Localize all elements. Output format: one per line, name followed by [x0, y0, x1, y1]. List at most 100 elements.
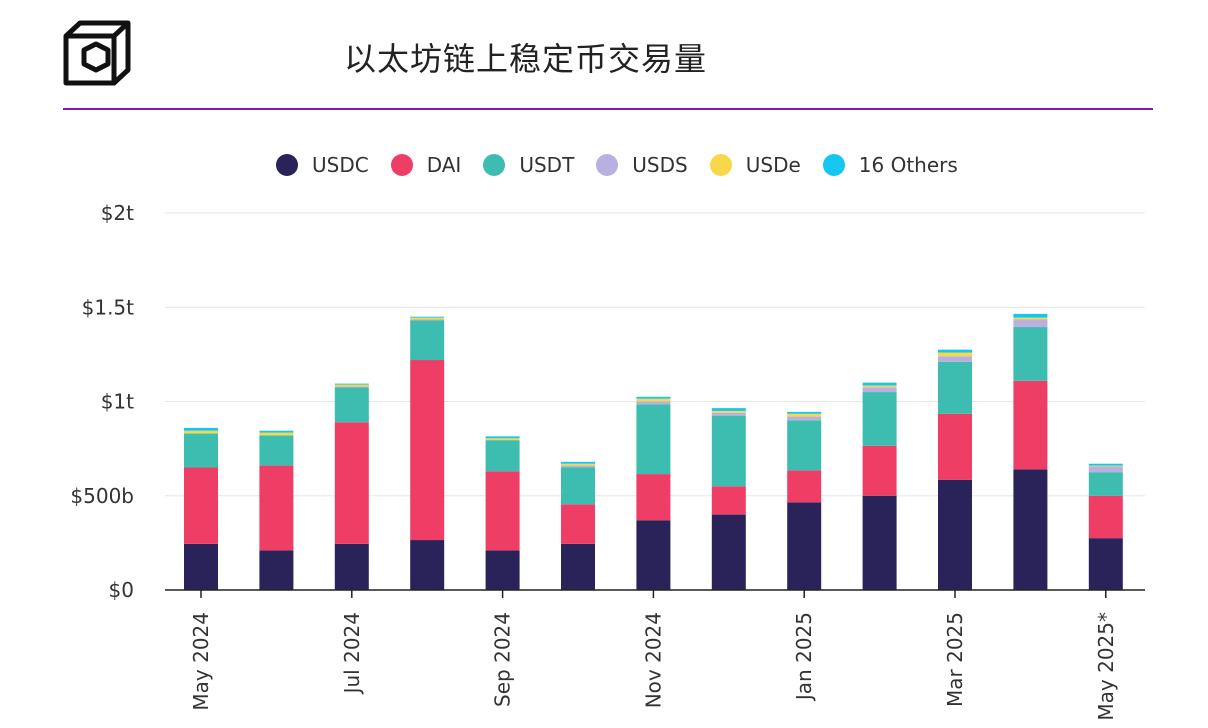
legend-item-others[interactable]: 16 Others — [822, 153, 958, 177]
bar-segment-dai[interactable] — [184, 467, 218, 544]
bar-segment-usdc[interactable] — [1088, 538, 1123, 590]
legend-item-usdt[interactable]: USDT — [483, 153, 574, 177]
bar-segment-16-others[interactable] — [636, 396, 671, 399]
legend-swatch-others — [822, 154, 845, 176]
bar-segment-usde[interactable] — [561, 463, 595, 466]
bar-segment-usde[interactable] — [938, 352, 972, 357]
bar-segment-16-others[interactable] — [1088, 463, 1123, 466]
bar-segment-16-others[interactable] — [485, 436, 520, 439]
bar-segment-usdt[interactable] — [184, 433, 218, 468]
bar-segment-dai[interactable] — [561, 504, 595, 544]
bar-segment-16-others[interactable] — [184, 427, 218, 431]
bar-segment-dai[interactable] — [711, 486, 746, 515]
bar-segment-usds[interactable] — [334, 386, 369, 388]
bar-segment-dai[interactable] — [938, 413, 972, 480]
bar-segment-usdt[interactable] — [1088, 472, 1123, 496]
legend-item-usde[interactable]: USDe — [709, 153, 801, 177]
bar-segment-usdc[interactable] — [259, 550, 294, 590]
bar-segment-16-others[interactable] — [862, 382, 897, 386]
bar-segment-usde[interactable] — [485, 438, 520, 441]
bar-segment-usds[interactable] — [711, 412, 746, 416]
bar-segment-dai[interactable] — [1013, 380, 1048, 470]
x-tick-label: Jan 2025 — [792, 612, 816, 702]
bar-segment-usdc[interactable] — [711, 514, 746, 590]
title-divider — [63, 108, 1153, 110]
bar-segment-usdc[interactable] — [334, 543, 369, 590]
bar-segment-usde[interactable] — [636, 398, 671, 402]
legend-label-usds: USDS — [632, 153, 688, 177]
bar-segment-usds[interactable] — [787, 416, 822, 421]
bar-segment-usdc[interactable] — [938, 479, 972, 590]
bar-segment-16-others[interactable] — [1013, 313, 1048, 318]
bar-segment-usde[interactable] — [410, 317, 445, 320]
bar-segment-dai[interactable] — [787, 470, 822, 503]
legend-label-usde: USDe — [745, 153, 801, 177]
y-tick-label: $0 — [109, 578, 134, 602]
bar-segment-usde[interactable] — [787, 413, 822, 417]
x-tick-label: Mar 2025 — [943, 612, 967, 707]
y-tick-label: $1t — [101, 390, 134, 414]
bar-segment-usds[interactable] — [561, 465, 595, 468]
bar-segment-usdt[interactable] — [711, 415, 746, 487]
bar-segment-16-others[interactable] — [259, 430, 294, 433]
bar-segment-usdt[interactable] — [787, 420, 822, 471]
bar-segment-16-others[interactable] — [334, 383, 369, 385]
legend-swatch-usdc — [276, 154, 298, 176]
bar-segment-usdt[interactable] — [938, 361, 972, 414]
legend-item-dai[interactable]: DAI — [390, 153, 461, 177]
bars — [184, 313, 1123, 590]
bar-segment-usde[interactable] — [334, 384, 369, 387]
bar-segment-usde[interactable] — [259, 432, 294, 436]
bar-segment-usdc[interactable] — [862, 495, 897, 590]
bar-segment-usdt[interactable] — [862, 392, 897, 446]
bar-segment-usde[interactable] — [1088, 465, 1123, 467]
bar-segment-16-others[interactable] — [561, 461, 595, 464]
y-tick-label: $500b — [70, 484, 134, 508]
bar-segment-16-others[interactable] — [938, 349, 972, 353]
bar-segment-usdc[interactable] — [1013, 469, 1048, 590]
bar-segment-usde[interactable] — [862, 385, 897, 388]
bar-segment-usdc[interactable] — [787, 502, 822, 590]
bar-segment-usds[interactable] — [1088, 466, 1123, 473]
bar-segment-16-others[interactable] — [410, 316, 445, 318]
bar-segment-usds[interactable] — [1013, 319, 1048, 328]
bar-segment-usdt[interactable] — [636, 404, 671, 475]
the-block-logo-icon — [63, 20, 131, 86]
bar-segment-dai[interactable] — [410, 360, 445, 541]
bar-segment-usdt[interactable] — [485, 440, 520, 472]
legend-item-usds[interactable]: USDS — [596, 153, 688, 177]
y-tick-label: $2t — [101, 201, 134, 225]
bar-segment-usdt[interactable] — [334, 387, 369, 423]
bar-segment-usdc[interactable] — [410, 540, 445, 590]
bar-segment-usds[interactable] — [636, 401, 671, 405]
bar-segment-usdt[interactable] — [561, 467, 595, 505]
bar-segment-usdt[interactable] — [410, 320, 445, 361]
x-axis: May 2024 Jul 2024 Sep 2024 Nov 2024 Jan 2025… — [165, 589, 1145, 721]
bar-segment-dai[interactable] — [485, 471, 520, 551]
bar-segment-usde[interactable] — [184, 430, 218, 434]
bar-segment-usdc[interactable] — [561, 543, 595, 590]
y-axis: $0 $500b $1t $1.5t $2t — [70, 201, 134, 602]
bar-segment-usdc[interactable] — [184, 543, 218, 590]
bar-segment-usdt[interactable] — [1013, 327, 1048, 381]
legend-item-usdc[interactable]: USDC — [276, 153, 369, 177]
bar-segment-dai[interactable] — [259, 465, 294, 551]
bar-segment-usds[interactable] — [410, 319, 445, 321]
bar-segment-usde[interactable] — [711, 410, 746, 413]
bar-segment-16-others[interactable] — [711, 408, 746, 411]
bar-segment-usde[interactable] — [1013, 317, 1048, 320]
bar-segment-16-others[interactable] — [787, 411, 822, 414]
bar-segment-dai[interactable] — [334, 422, 369, 544]
bar-segment-usds[interactable] — [938, 356, 972, 362]
bar-segment-dai[interactable] — [636, 474, 671, 521]
bar-segment-usdc[interactable] — [636, 520, 671, 590]
x-tick-label: May 2024 — [189, 612, 213, 711]
y-tick-label: $1.5t — [82, 295, 135, 319]
bar-segment-dai[interactable] — [862, 445, 897, 496]
bar-segment-dai[interactable] — [1088, 495, 1123, 539]
x-tick-label: Sep 2024 — [491, 612, 515, 707]
bar-segment-usdt[interactable] — [259, 435, 294, 466]
legend-swatch-dai — [390, 154, 413, 176]
bar-segment-usds[interactable] — [862, 387, 897, 393]
bar-segment-usdc[interactable] — [485, 550, 520, 590]
